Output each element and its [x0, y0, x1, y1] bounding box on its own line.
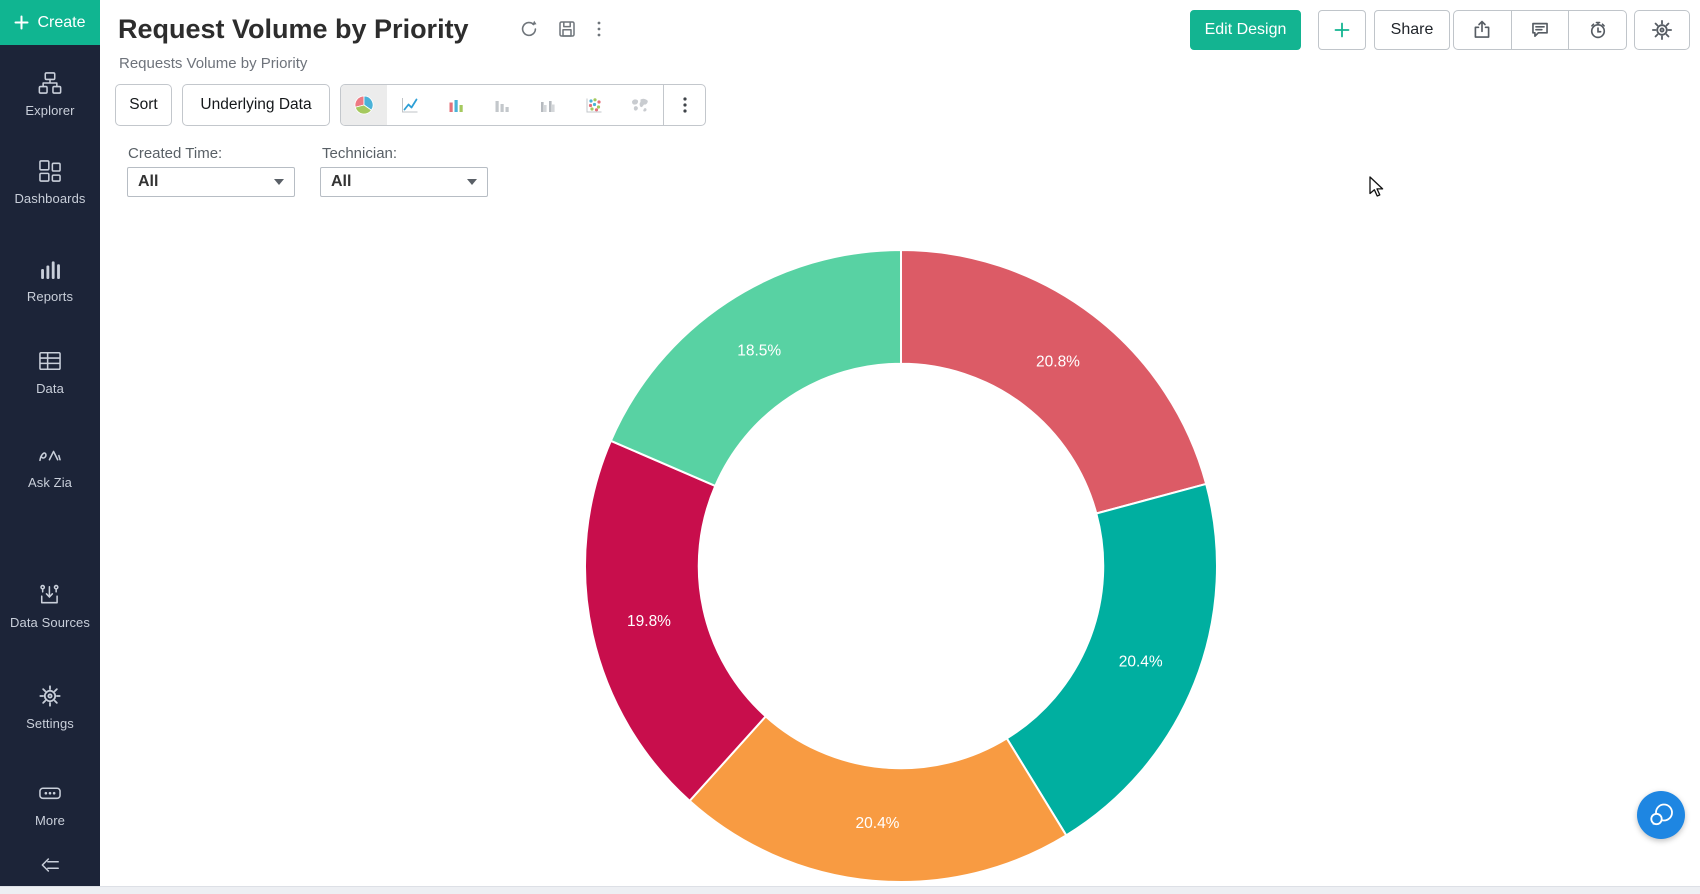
create-label: Create	[37, 13, 86, 31]
create-button[interactable]: Create	[0, 0, 100, 45]
share-button[interactable]: Share	[1374, 10, 1450, 50]
collapse-sidebar-icon	[41, 858, 59, 872]
refresh-icon	[521, 20, 537, 37]
chart-type-line[interactable]	[387, 85, 433, 125]
alert-clock-icon	[1590, 21, 1605, 39]
bar-chart-mono-icon	[495, 101, 509, 112]
sidebar-item-data-sources[interactable]: Data Sources	[0, 582, 100, 630]
sidebar-item-label: Explorer	[25, 103, 75, 118]
chart-type-bar-grouped[interactable]	[525, 85, 571, 125]
schedule-alert-button[interactable]	[1568, 11, 1626, 49]
sidebar-item-reports[interactable]: Reports	[0, 256, 100, 304]
donut-segment-2[interactable]	[688, 714, 1068, 883]
title-action-bar	[519, 19, 603, 39]
comment-icon	[1532, 22, 1548, 37]
refresh-button[interactable]	[519, 19, 539, 39]
world-map-icon	[632, 98, 648, 112]
line-chart-icon	[402, 98, 418, 113]
mouse-cursor	[1369, 176, 1384, 197]
pie-chart-icon	[354, 95, 374, 115]
export-button[interactable]	[1454, 11, 1511, 49]
header-icon-button-group	[1453, 10, 1627, 50]
sidebar-item-label: Data Sources	[10, 615, 90, 630]
chart-type-pie[interactable]	[341, 85, 387, 125]
sidebar-item-label: Dashboards	[14, 191, 86, 206]
chart-type-map[interactable]	[617, 85, 663, 125]
sidebar-item-label: Ask Zia	[27, 475, 73, 490]
explorer-icon	[38, 72, 62, 94]
sort-button[interactable]: Sort	[115, 84, 172, 126]
zia-chat-fab-button[interactable]	[1637, 791, 1685, 839]
sidebar-item-more[interactable]: More	[0, 780, 100, 828]
save-icon	[559, 21, 575, 37]
donut-segment-3[interactable]	[584, 439, 768, 803]
sidebar-item-label: Reports	[26, 289, 74, 304]
settings-gear-icon	[1651, 19, 1673, 41]
sidebar-item-data[interactable]: Data	[0, 348, 100, 396]
created-time-dropdown-value: All	[138, 173, 159, 190]
donut-segment-0[interactable]	[900, 248, 1208, 515]
data-table-icon	[39, 351, 61, 371]
donut-segment-4[interactable]	[609, 248, 902, 488]
page-subtitle: Requests Volume by Priority	[119, 55, 308, 72]
sidebar-item-ask-zia[interactable]: Ask Zia	[0, 442, 100, 490]
chevron-down-icon	[467, 179, 477, 185]
chart-type-bar[interactable]	[433, 85, 479, 125]
bar-chart-grouped-icon	[541, 101, 555, 112]
chevron-down-icon	[274, 179, 284, 185]
chat-bubbles-icon	[1650, 803, 1673, 826]
title-kebab-menu-button[interactable]	[595, 19, 603, 39]
technician-dropdown-value: All	[331, 173, 352, 190]
chart-type-bar-mono[interactable]	[479, 85, 525, 125]
settings-button[interactable]	[1634, 10, 1690, 50]
data-sources-icon	[40, 584, 59, 604]
plus-icon	[14, 15, 29, 30]
chart-type-switcher	[340, 84, 706, 126]
ask-zia-icon	[39, 450, 61, 462]
sidebar-item-label: Data	[36, 381, 64, 396]
more-ellipsis-icon	[39, 787, 61, 800]
sidebar-item-dashboards[interactable]: Dashboards	[0, 158, 100, 206]
comments-button[interactable]	[1510, 11, 1569, 49]
dashboards-icon	[39, 160, 61, 182]
export-icon	[1474, 20, 1490, 38]
scatter-plot-icon	[586, 98, 602, 113]
reports-icon	[41, 261, 60, 280]
sidebar-collapse-button[interactable]	[0, 853, 100, 882]
underlying-data-button[interactable]: Underlying Data	[182, 84, 330, 126]
chart-type-overflow-button[interactable]	[663, 85, 705, 125]
sidebar: Create Explorer Dashboards Reports Data	[0, 0, 100, 894]
settings-gear-icon	[39, 685, 61, 707]
horizontal-scrollbar[interactable]	[0, 886, 1700, 894]
sidebar-item-explorer[interactable]: Explorer	[0, 70, 100, 118]
plus-icon	[1334, 22, 1350, 38]
add-button[interactable]	[1318, 10, 1366, 50]
kebab-menu-icon	[597, 21, 601, 37]
save-button[interactable]	[557, 19, 577, 39]
sidebar-item-settings[interactable]: Settings	[0, 683, 100, 731]
edit-design-button[interactable]: Edit Design	[1190, 10, 1301, 50]
technician-dropdown[interactable]: All	[320, 167, 488, 197]
filter-label-created-time: Created Time:	[128, 145, 223, 162]
filter-label-technician: Technician:	[322, 145, 398, 162]
sidebar-item-label: More	[34, 813, 66, 828]
kebab-menu-icon	[682, 97, 687, 113]
created-time-dropdown[interactable]: All	[127, 167, 295, 197]
sidebar-item-label: Settings	[26, 716, 74, 731]
page-title: Request Volume by Priority	[118, 14, 469, 44]
donut-segment-1[interactable]	[1005, 482, 1218, 837]
bar-chart-icon	[449, 100, 463, 112]
chart-type-scatter[interactable]	[571, 85, 617, 125]
